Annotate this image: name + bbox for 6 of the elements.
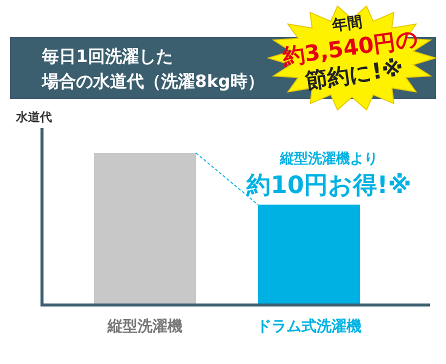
y-axis-title: 水道代	[15, 110, 52, 124]
chart-title: 毎日1回洗濯した場合の水道代（洗濯8kg時）	[41, 47, 264, 92]
x-tick-label: 縦型洗濯機	[106, 317, 182, 335]
x-tick-label: ドラム式洗濯機	[256, 317, 362, 335]
text: 年間約3,540円の節約に!※	[280, 12, 420, 95]
annotation: 縦型洗濯機より約10円お得!※	[246, 151, 412, 199]
